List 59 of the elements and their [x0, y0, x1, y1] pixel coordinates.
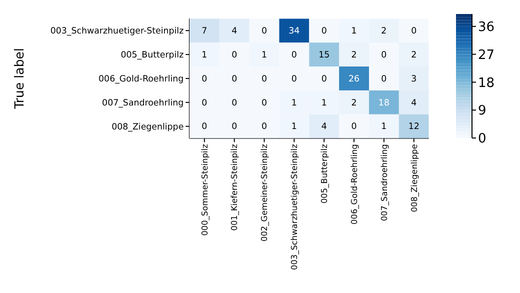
data-label: 3 — [411, 74, 417, 84]
data-label: 4 — [411, 98, 418, 108]
data-label: 0 — [351, 122, 357, 132]
color-bar-label: 27 — [478, 48, 495, 63]
x-tick-label: 007_Sandroehrling — [378, 144, 389, 222]
data-label: 2 — [351, 98, 357, 108]
color-bar-label: 36 — [478, 20, 495, 36]
data-label: 1 — [291, 98, 297, 108]
data-label: 15 — [318, 50, 330, 60]
data-label: 1 — [291, 122, 297, 132]
color-bar-label: 0 — [478, 132, 486, 147]
data-label: 0 — [321, 26, 327, 36]
data-label: 0 — [321, 74, 327, 84]
data-label: 0 — [262, 122, 268, 132]
data-label: 0 — [262, 74, 268, 84]
x-tick-label: 006_Gold-Roehrling — [348, 144, 359, 224]
x-tick-label: 008_Ziegenlippe — [408, 144, 419, 212]
data-label: 1 — [381, 122, 387, 132]
x-tick-label: 002_Gemeiner-Steinpilz — [259, 144, 270, 242]
y-tick-label: 008_Ziegenlippe — [112, 122, 184, 132]
data-label: 1 — [202, 50, 208, 60]
data-label: 18 — [378, 98, 390, 108]
y-tick-label: 006_Gold-Roehrling — [98, 74, 184, 85]
data-label: 7 — [202, 26, 208, 36]
data-label: 2 — [381, 26, 387, 36]
x-tick-label: 005_Butterpilz — [319, 144, 330, 204]
data-label: 0 — [202, 98, 208, 108]
data-label: 0 — [291, 74, 297, 84]
data-label: 1 — [321, 98, 327, 108]
data-label: 0 — [232, 74, 238, 84]
x-tick-label: 001_Kiefern-Steinpilz — [229, 144, 240, 231]
data-label: 2 — [411, 50, 417, 60]
data-label: 0 — [381, 74, 387, 84]
data-label: 1 — [262, 50, 268, 60]
color-bar-label: 9 — [478, 104, 486, 119]
data-label: 0 — [381, 50, 387, 60]
color-bar-label: 18 — [478, 76, 495, 91]
y-axis-title: True label — [11, 48, 26, 110]
x-tick-label: 000_Sommer-Steinpilz — [199, 144, 210, 236]
data-label: 0 — [262, 26, 268, 36]
data-label: 4 — [232, 26, 238, 36]
data-label: 0 — [232, 122, 238, 132]
y-tick-label: 003_Schwarzhuetiger-Steinpilz — [50, 26, 184, 37]
data-label: 2 — [351, 50, 357, 60]
data-label: 0 — [411, 26, 417, 36]
data-label: 0 — [202, 74, 208, 84]
data-label: 0 — [232, 98, 238, 108]
data-label: 0 — [262, 98, 268, 108]
data-label: 0 — [232, 50, 238, 60]
data-label: 12 — [408, 122, 420, 132]
data-label: 4 — [321, 122, 328, 132]
data-label: 0 — [291, 50, 297, 60]
x-tick-label: 003_Schwarzhuetiger-Steinpilz — [289, 144, 300, 270]
data-label: 0 — [202, 122, 208, 132]
data-label: 1 — [351, 26, 357, 36]
data-label: 26 — [348, 74, 360, 84]
y-tick-label: 005_Butterpilz — [120, 50, 184, 61]
y-tick-label: 007_Sandroehrling — [102, 98, 184, 108]
data-label: 34 — [288, 26, 300, 36]
